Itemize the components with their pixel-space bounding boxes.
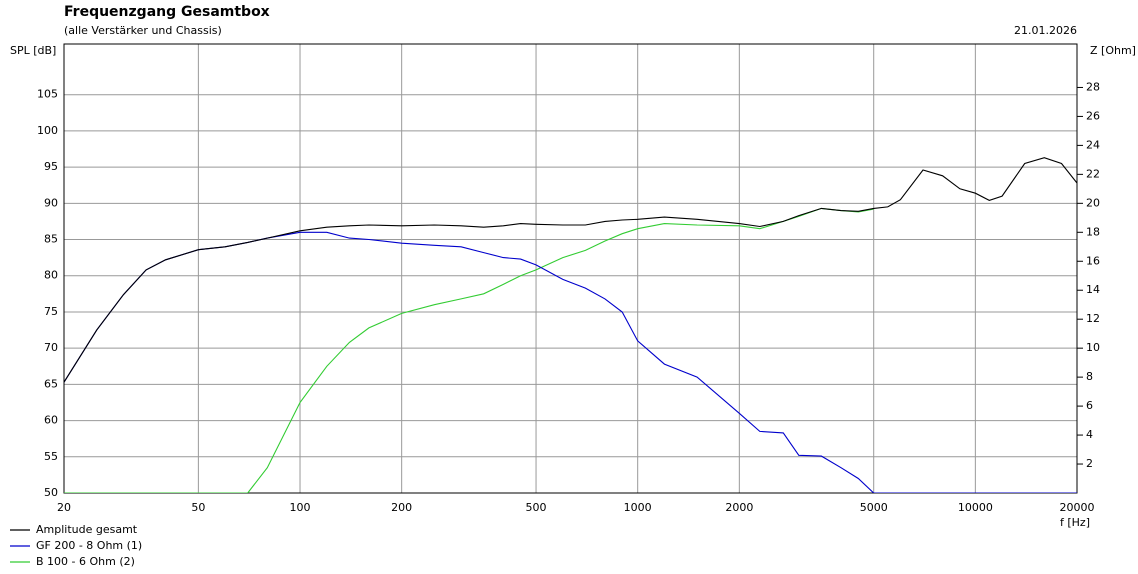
x-tick-label: 100 — [290, 501, 311, 514]
y2-tick-label: 18 — [1086, 225, 1100, 238]
x-tick-label: 50 — [191, 501, 205, 514]
y2-tick-label: 22 — [1086, 167, 1100, 180]
y-tick-label: 105 — [37, 88, 58, 101]
chart-title: Frequenzgang Gesamtbox — [64, 4, 270, 20]
y2-tick-label: 20 — [1086, 196, 1100, 209]
y2-axis-label: Z [Ohm] — [1090, 44, 1136, 57]
y2-tick-label: 14 — [1086, 283, 1100, 296]
y-tick-label: 65 — [44, 377, 58, 390]
chart-date: 21.01.2026 — [1014, 24, 1077, 37]
series-line — [64, 157, 1077, 383]
y2-tick-label: 26 — [1086, 109, 1100, 122]
legend-label: B 100 - 6 Ohm (2) — [36, 555, 135, 568]
y-tick-label: 95 — [44, 160, 58, 173]
y-tick-label: 90 — [44, 196, 58, 209]
chart-subtitle: (alle Verstärker und Chassis) — [64, 24, 222, 37]
y2-tick-label: 24 — [1086, 138, 1100, 151]
y2-tick-label: 12 — [1086, 312, 1100, 325]
y-tick-label: 70 — [44, 341, 58, 354]
x-tick-label: 200 — [391, 501, 412, 514]
x-tick-label: 20 — [57, 501, 71, 514]
y-axis-label: SPL [dB] — [10, 44, 56, 57]
y2-tick-label: 8 — [1086, 370, 1093, 383]
plot-frame — [63, 43, 1078, 494]
x-tick-label: 10000 — [958, 501, 993, 514]
x-tick-label: 500 — [526, 501, 547, 514]
y-tick-label: 55 — [44, 450, 58, 463]
x-axis-label: f [Hz] — [1060, 516, 1090, 529]
y2-tick-label: 4 — [1086, 428, 1093, 441]
x-tick-label: 1000 — [624, 501, 652, 514]
y-tick-label: 80 — [44, 269, 58, 282]
y2-tick-label: 28 — [1086, 80, 1100, 93]
y-tick-label: 75 — [44, 305, 58, 318]
y-tick-label: 100 — [37, 124, 58, 137]
x-tick-label: 5000 — [860, 501, 888, 514]
x-tick-label: 20000 — [1060, 501, 1095, 514]
y-tick-label: 50 — [44, 486, 58, 499]
legend-label: Amplitude gesamt — [36, 523, 138, 536]
series-line — [64, 207, 874, 493]
y2-tick-label: 6 — [1086, 399, 1093, 412]
y2-tick-label: 10 — [1086, 341, 1100, 354]
y2-tick-label: 2 — [1086, 457, 1093, 470]
series-line — [64, 231, 1077, 493]
x-tick-label: 2000 — [725, 501, 753, 514]
y-tick-label: 60 — [44, 414, 58, 427]
y2-tick-label: 16 — [1086, 254, 1100, 267]
legend-label: GF 200 - 8 Ohm (1) — [36, 539, 142, 552]
y-tick-label: 85 — [44, 233, 58, 246]
